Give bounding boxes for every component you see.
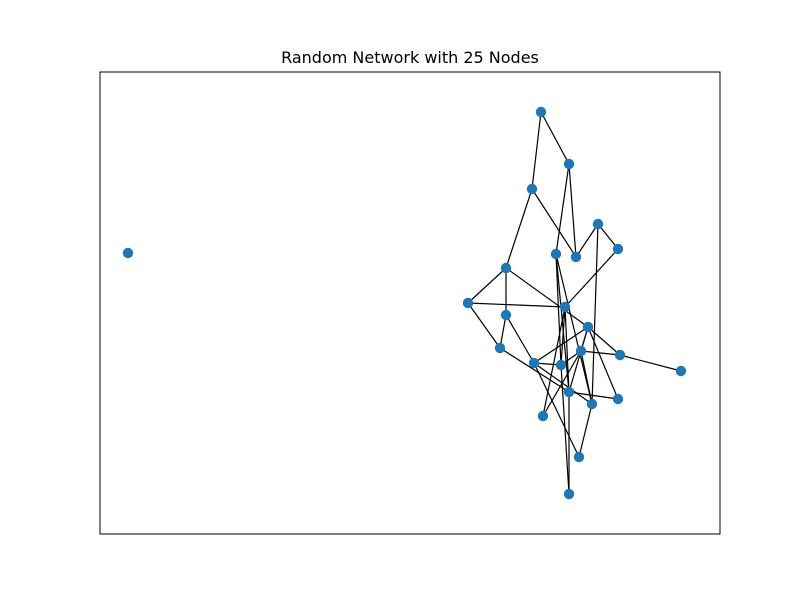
graph-node-8 [462,297,474,309]
graph-edge-2-6 [531,188,577,258]
graph-edge-13-14 [580,350,621,356]
graph-node-13 [575,345,587,357]
graph-edge-9-21 [542,306,566,417]
graph-edge-18-19 [568,391,619,400]
graph-node-14 [614,349,626,361]
graph-edge-16-23 [560,364,570,495]
graph-edge-10-15 [505,314,535,364]
graph-edge-10-12 [499,314,507,349]
graph-node-23 [563,488,575,500]
graph-node-6 [570,251,582,263]
graph-edge-3-4 [597,223,619,250]
graph-edge-14-17 [619,354,682,372]
chart-title: Random Network with 25 Nodes [281,48,539,67]
graph-edge-1-6 [568,163,577,258]
graph-edge-8-12 [467,302,501,349]
graph-node-9 [559,301,571,313]
nodes-layer [122,106,687,500]
graph-edge-2-7 [505,188,533,269]
graph-node-4 [612,243,624,255]
graph-node-24 [122,247,134,259]
graph-edge-11-18 [568,326,589,393]
graph-edge-1-5 [555,163,570,255]
graph-edge-0-1 [540,111,570,165]
graph-edge-4-9 [564,248,619,308]
graph-edge-11-15 [533,326,589,364]
plot-frame [99,71,721,535]
graph-edge-3-20 [591,223,599,405]
graph-edge-20-22 [578,403,593,458]
graph-node-12 [494,342,506,354]
edges-layer [467,111,682,495]
graph-edge-5-16 [555,253,562,366]
graph-edge-15-22 [533,362,580,458]
graph-node-7 [500,262,512,274]
graph-node-17 [675,365,687,377]
graph-node-1 [563,158,575,170]
graph-edge-7-8 [467,267,507,304]
graph-node-2 [526,183,538,195]
graph-node-20 [586,398,598,410]
graph-edge-7-11 [505,267,589,328]
graph-edge-0-2 [531,111,542,190]
graph-node-21 [537,410,549,422]
graph-node-22 [573,451,585,463]
graph-edge-5-18 [555,253,570,393]
graph-node-5 [550,248,562,260]
graph-node-18 [563,386,575,398]
graph-node-3 [592,218,604,230]
graph-node-19 [612,393,624,405]
graph-edge-12-18 [499,347,570,393]
graph-edge-3-6 [575,223,599,258]
graph-edge-8-9 [467,302,566,308]
graph-edge-15-20 [533,362,593,405]
graph-node-0 [535,106,547,118]
graph-node-15 [528,357,540,369]
graph-edge-9-18 [564,306,570,393]
graph-edge-11-14 [587,326,621,356]
graph-edge-5-20 [555,253,593,405]
graph-node-11 [582,321,594,333]
graph-node-10 [500,309,512,321]
graph-edge-9-16 [560,306,566,366]
graph-node-16 [555,359,567,371]
graph-edge-11-19 [587,326,619,400]
